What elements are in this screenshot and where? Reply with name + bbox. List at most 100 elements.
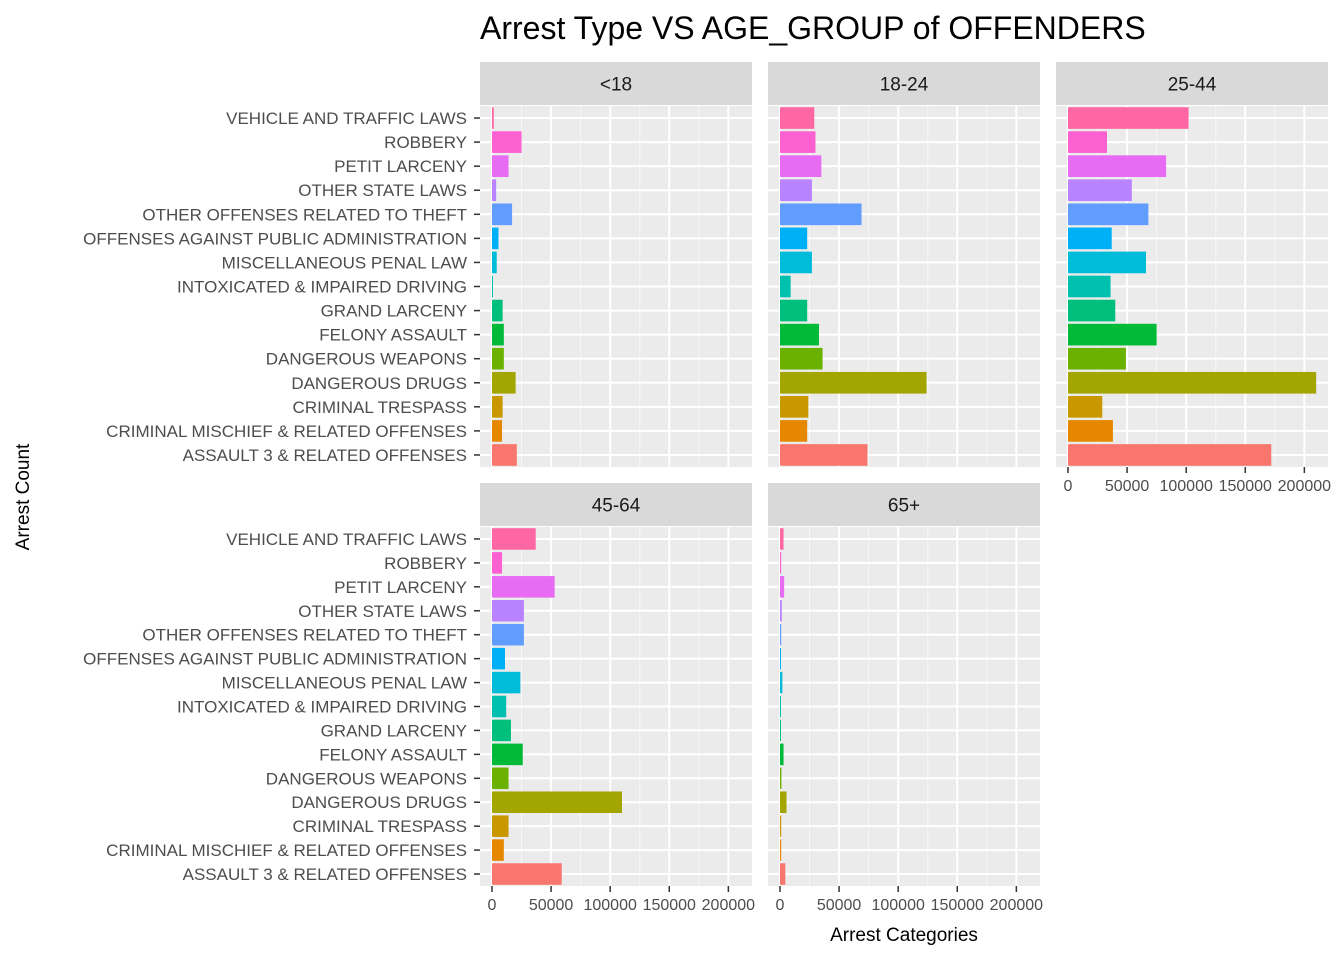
bar: [492, 552, 503, 574]
bar: [492, 599, 524, 622]
x-axis-title: Arrest Categories: [830, 925, 978, 946]
bar: [1068, 299, 1116, 322]
facet-strip: [1056, 62, 1328, 105]
bar: [780, 552, 782, 574]
bar: [1068, 275, 1111, 298]
y-tick-label: CRIMINAL TRESPASS: [293, 398, 467, 417]
bar: [492, 131, 522, 153]
y-tick-label: GRAND LARCENY: [321, 721, 467, 740]
facet-strip-label: 18-24: [880, 75, 929, 96]
facet-panel: 65+ 0 50000 100000 150000 200000: [768, 483, 1043, 914]
facet-strip-label: 45-64: [592, 496, 641, 517]
facet-strip-label: <18: [600, 75, 632, 96]
bar: [1068, 131, 1107, 153]
bar: [780, 767, 782, 790]
bar: [780, 420, 808, 442]
y-tick-label: INTOXICATED & IMPAIRED DRIVING: [177, 278, 467, 297]
bar: [492, 179, 497, 202]
bar: [492, 671, 521, 694]
y-tick-label: MISCELLANEOUS PENAL LAW: [222, 674, 467, 693]
x-tick-label: 200000: [990, 897, 1043, 914]
bar: [1068, 203, 1149, 226]
bar: [492, 576, 555, 598]
x-tick-label: 0: [776, 897, 785, 914]
x-tick-label: 150000: [643, 897, 696, 914]
bar: [780, 695, 781, 718]
y-tick-label: PETIT LARCENY: [334, 157, 467, 176]
bar: [780, 839, 782, 861]
y-tick-label: VEHICLE AND TRAFFIC LAWS: [226, 109, 467, 128]
y-tick-label: ASSAULT 3 & RELATED OFFENSES: [183, 446, 467, 465]
bar: [780, 323, 819, 346]
bar: [780, 396, 809, 418]
bar: [780, 203, 862, 226]
x-tick-label: 50000: [1105, 478, 1150, 495]
y-tick-label: FELONY ASSAULT: [319, 745, 467, 764]
bar: [1068, 444, 1272, 466]
y-tick-label: PETIT LARCENY: [334, 578, 467, 597]
facet-strip: [768, 483, 1040, 526]
bar: [780, 131, 816, 153]
facet-panels: <18 ASSAULT 3 & RELATED OFFENSES CRIMINAL …: [83, 62, 1331, 914]
bar: [780, 444, 868, 466]
bar: [780, 863, 786, 885]
bar: [780, 155, 822, 177]
bar: [780, 576, 785, 598]
bar: [780, 227, 808, 250]
y-tick-label: ROBBERY: [384, 133, 467, 152]
bar: [1068, 420, 1113, 442]
x-tick-label: 100000: [871, 897, 924, 914]
y-tick-label: DANGEROUS DRUGS: [291, 374, 467, 393]
bar: [780, 528, 784, 550]
bar: [780, 743, 784, 766]
bar: [780, 179, 812, 202]
bar: [492, 767, 509, 790]
x-tick-label: 200000: [702, 897, 755, 914]
y-tick-label: OTHER STATE LAWS: [298, 602, 467, 621]
y-tick-label: OTHER OFFENSES RELATED TO THEFT: [142, 205, 467, 224]
x-tick-label: 150000: [1219, 478, 1272, 495]
bar: [780, 251, 812, 274]
bar: [492, 299, 503, 322]
bar: [492, 695, 507, 718]
bar: [780, 371, 927, 394]
facet-panel: <18 ASSAULT 3 & RELATED OFFENSES CRIMINAL …: [83, 62, 752, 467]
y-axis-title: Arrest Count: [13, 443, 34, 550]
bar: [492, 719, 511, 742]
x-tick-label: 100000: [583, 897, 636, 914]
bar: [492, 107, 494, 129]
bar: [492, 371, 516, 394]
bar: [780, 299, 808, 322]
bar: [1068, 323, 1157, 346]
bar: [492, 420, 503, 442]
y-tick-label: CRIMINAL TRESPASS: [293, 817, 467, 836]
bar: [780, 107, 815, 129]
facet-strip: [768, 62, 1040, 105]
bar: [1068, 396, 1103, 418]
bar: [492, 251, 497, 274]
bar: [1068, 347, 1126, 370]
facet-strip: [480, 483, 752, 526]
y-tick-label: CRIMINAL MISCHIEF & RELATED OFFENSES: [106, 422, 467, 441]
x-tick-label: 50000: [529, 897, 574, 914]
bar: [492, 623, 524, 646]
bar: [1068, 107, 1189, 129]
bar: [780, 347, 823, 370]
bar: [780, 719, 781, 742]
y-tick-label: DANGEROUS DRUGS: [291, 793, 467, 812]
x-tick-label: 150000: [931, 897, 984, 914]
bar: [780, 599, 782, 622]
x-tick-label: 50000: [817, 897, 862, 914]
bar: [492, 203, 513, 226]
y-tick-label: OFFENSES AGAINST PUBLIC ADMINISTRATION: [83, 650, 467, 669]
x-tick-label: 0: [488, 897, 497, 914]
y-tick-label: OTHER OFFENSES RELATED TO THEFT: [142, 626, 467, 645]
bar: [780, 275, 791, 298]
bar: [1068, 179, 1132, 202]
x-tick-label: 0: [1064, 478, 1073, 495]
y-tick-label: ROBBERY: [384, 554, 467, 573]
facet-panel: 18-24: [768, 62, 1040, 467]
bar: [492, 323, 504, 346]
bar: [492, 227, 499, 250]
